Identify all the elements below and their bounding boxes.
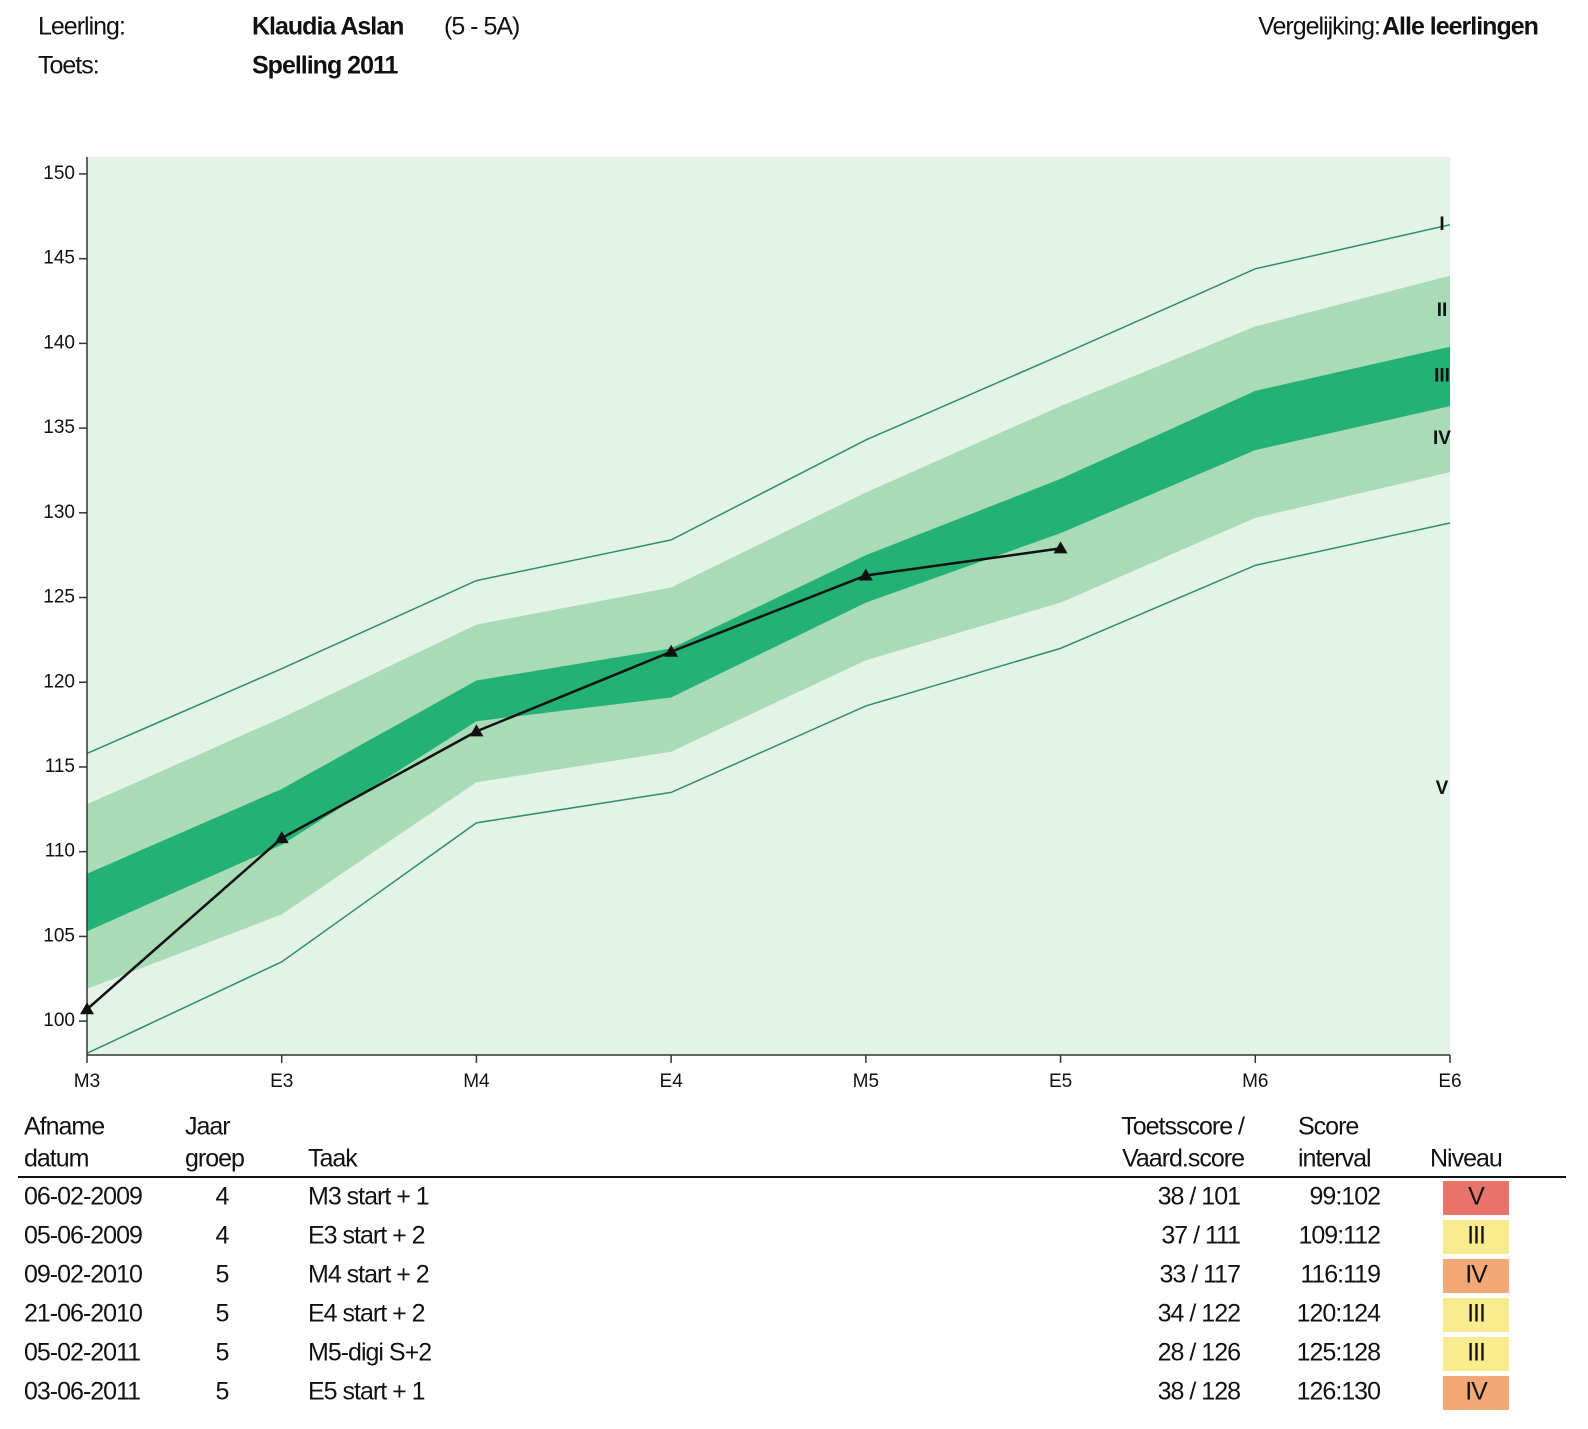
student-label: Leerling: [38, 13, 125, 41]
test-name: Spelling 2011 [252, 52, 399, 80]
y-tick-label: 130 [43, 502, 75, 523]
table-cell: III [1467, 1300, 1485, 1328]
level-badge [1443, 1337, 1509, 1371]
x-tick-label: E3 [270, 1071, 293, 1092]
table-cell: 38 / 101 [1158, 1183, 1240, 1211]
y-tick-label: 125 [43, 587, 75, 608]
boundary-line [86, 522, 1451, 1054]
y-tick-label: 115 [45, 756, 75, 777]
table-cell: 34 / 122 [1158, 1300, 1240, 1328]
table-cell: M3 start + 1 [308, 1183, 429, 1211]
table-cell: 4 [216, 1222, 230, 1250]
x-tick-label: M5 [853, 1071, 879, 1092]
table-cell: 5 [216, 1378, 229, 1406]
column-header: Niveau [1430, 1145, 1502, 1173]
table-cell: 109:112 [1298, 1222, 1380, 1250]
y-tick-label: 100 [43, 1010, 75, 1031]
column-header: Toetsscore / [1121, 1113, 1245, 1141]
column-header: Taak [308, 1145, 358, 1173]
table-cell: 126:130 [1297, 1378, 1380, 1406]
table-cell: 09-02-2010 [24, 1261, 142, 1289]
column-header: Jaar [185, 1113, 230, 1141]
student-group: (5 - 5A) [444, 13, 519, 41]
table-cell: 37 / 111 [1161, 1222, 1240, 1250]
table-cell: 5 [216, 1339, 229, 1367]
table-cell: 06-02-2009 [24, 1183, 142, 1211]
score-marker [469, 724, 484, 737]
table-cell: E4 start + 2 [308, 1300, 425, 1328]
level-label: I [1439, 214, 1444, 235]
table-cell: 21-06-2010 [24, 1300, 142, 1328]
boundary-line [86, 224, 1451, 755]
level-badge [1443, 1259, 1509, 1293]
table-cell: M4 start + 2 [308, 1261, 429, 1289]
level-label: V [1436, 778, 1449, 799]
table-cell: M5-digi S+2 [308, 1339, 431, 1367]
x-tick-label: M3 [74, 1071, 100, 1092]
table-cell: 28 / 126 [1158, 1339, 1240, 1367]
table-cell: 116:119 [1300, 1261, 1380, 1289]
x-tick-label: E4 [660, 1071, 684, 1092]
table-cell: IV [1465, 1261, 1488, 1289]
table-cell: 120:124 [1297, 1300, 1381, 1328]
table-cell: 99:102 [1310, 1183, 1381, 1211]
table-cell: E3 start + 2 [308, 1222, 425, 1250]
column-header: Score [1298, 1113, 1358, 1141]
comparison-value: Alle leerlingen [1382, 13, 1538, 41]
column-header: groep [185, 1145, 244, 1173]
comparison-label: Vergelijking: [1258, 13, 1380, 41]
table-cell: E5 start + 1 [308, 1378, 425, 1406]
table-cell: IV [1465, 1378, 1488, 1406]
level-badge [1443, 1181, 1509, 1215]
x-tick-label: E5 [1049, 1071, 1072, 1092]
score-marker [1053, 541, 1068, 554]
score-line [86, 547, 1061, 1011]
y-tick-label: 135 [43, 417, 75, 438]
y-tick-label: 105 [43, 925, 75, 946]
y-tick-label: 110 [45, 841, 75, 862]
student-name: Klaudia Aslan [252, 13, 403, 41]
x-tick-label: E6 [1438, 1071, 1461, 1092]
table-cell: 38 / 128 [1158, 1378, 1240, 1406]
table-cell: 5 [216, 1261, 229, 1289]
table-cell: III [1467, 1339, 1485, 1367]
level-label: II [1437, 300, 1448, 321]
table-cell: 05-02-2011 [24, 1339, 140, 1367]
y-tick-label: 145 [43, 248, 75, 269]
x-tick-label: M4 [463, 1071, 490, 1092]
level-label: III [1434, 365, 1450, 386]
column-header: Vaard.score [1122, 1145, 1244, 1173]
test-label: Toets: [38, 52, 99, 80]
table-cell: 5 [216, 1300, 229, 1328]
table-cell: 125:128 [1297, 1339, 1380, 1367]
level-label: IV [1433, 428, 1451, 449]
y-tick-label: 140 [43, 332, 75, 353]
table-cell: 03-06-2011 [24, 1378, 140, 1406]
score-marker [80, 1002, 94, 1015]
y-tick-label: 120 [43, 671, 75, 692]
score-marker [664, 644, 679, 657]
x-tick-label: M6 [1242, 1071, 1268, 1092]
table-cell: V [1468, 1183, 1485, 1211]
band [87, 346, 1450, 932]
score-marker [274, 831, 289, 844]
table-cell: III [1467, 1222, 1485, 1250]
level-badge [1443, 1376, 1509, 1410]
column-header: datum [24, 1145, 89, 1173]
table-cell: 05-06-2009 [24, 1222, 142, 1250]
column-header: Afname [24, 1113, 104, 1141]
level-badge [1443, 1298, 1509, 1332]
table-cell: 33 / 117 [1159, 1261, 1240, 1289]
level-badge [1443, 1220, 1509, 1254]
score-marker [858, 568, 873, 581]
column-header: interval [1298, 1145, 1371, 1173]
y-tick-label: 150 [43, 163, 75, 184]
table-cell: 4 [216, 1183, 230, 1211]
